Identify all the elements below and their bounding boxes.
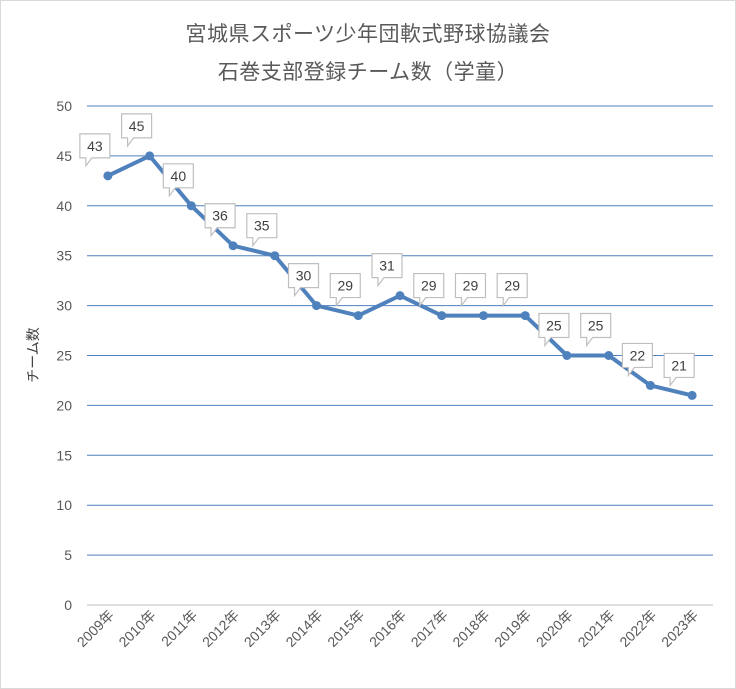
data-label: 29 bbox=[421, 278, 437, 294]
data-point bbox=[437, 311, 447, 321]
y-tick-label: 40 bbox=[56, 198, 72, 214]
x-tick-label: 2014年 bbox=[282, 607, 325, 650]
x-tick-label: 2013年 bbox=[241, 607, 284, 650]
data-label-callout bbox=[454, 272, 487, 308]
x-tick-label: 2019年 bbox=[491, 607, 534, 650]
data-point bbox=[353, 311, 363, 321]
data-label: 29 bbox=[504, 278, 520, 294]
data-label-callout bbox=[538, 312, 570, 348]
data-labels: 43 45 40 36 35 30 29 31 29 29 29 25 25 22 21 bbox=[79, 113, 695, 388]
y-tick-label: 50 bbox=[56, 98, 72, 114]
data-point bbox=[186, 201, 196, 211]
data-point bbox=[228, 241, 238, 251]
x-tick-label: 2011年 bbox=[158, 607, 201, 650]
y-tick-label: 10 bbox=[56, 497, 72, 513]
y-axis-ticks: 0 5 10 15 20 25 30 35 40 45 50 bbox=[56, 98, 72, 613]
x-tick-label: 2022年 bbox=[616, 607, 659, 650]
data-label-callout bbox=[287, 263, 320, 298]
y-tick-label: 45 bbox=[56, 148, 72, 164]
x-tick-label: 2009年 bbox=[74, 607, 117, 650]
data-label-callout bbox=[413, 272, 445, 308]
data-label-callout bbox=[621, 342, 653, 378]
data-point bbox=[645, 380, 655, 390]
data-label: 45 bbox=[129, 118, 145, 134]
data-label: 43 bbox=[87, 138, 103, 154]
data-label: 21 bbox=[671, 357, 687, 373]
y-tick-label: 25 bbox=[56, 348, 72, 364]
data-label-callout bbox=[329, 272, 361, 308]
x-tick-label: 2018年 bbox=[449, 607, 492, 650]
chart-subtitle: 石巻支部登録チーム数（学童） bbox=[217, 60, 519, 84]
data-label-callout bbox=[371, 253, 403, 288]
data-point bbox=[687, 390, 697, 400]
x-tick-label: 2012年 bbox=[199, 607, 242, 650]
x-tick-label: 2020年 bbox=[533, 607, 576, 650]
data-label-callout bbox=[162, 163, 194, 198]
y-tick-label: 20 bbox=[56, 397, 72, 413]
data-label: 40 bbox=[171, 168, 187, 184]
data-label: 22 bbox=[630, 347, 646, 363]
y-tick-label: 30 bbox=[56, 298, 72, 314]
data-point bbox=[270, 251, 280, 261]
data-point bbox=[604, 351, 614, 360]
x-tick-label: 2016年 bbox=[366, 607, 409, 650]
data-label: 25 bbox=[588, 318, 604, 334]
y-axis-label: チーム数 bbox=[26, 327, 42, 383]
data-label: 36 bbox=[212, 208, 228, 224]
y-tick-label: 0 bbox=[64, 597, 72, 613]
data-point bbox=[478, 311, 488, 321]
data-label-callout bbox=[121, 113, 153, 148]
x-tick-label: 2010年 bbox=[115, 607, 158, 650]
data-label: 25 bbox=[546, 318, 562, 334]
y-tick-label: 5 bbox=[64, 547, 72, 563]
data-label: 29 bbox=[337, 278, 353, 294]
data-point bbox=[145, 151, 155, 161]
data-label-callout bbox=[663, 352, 695, 388]
data-label-callout bbox=[204, 203, 236, 238]
data-label-callout bbox=[246, 213, 278, 248]
y-tick-label: 35 bbox=[56, 248, 72, 264]
data-point bbox=[395, 291, 405, 301]
data-label: 31 bbox=[379, 258, 395, 274]
data-point bbox=[562, 351, 572, 360]
x-tick-label: 2015年 bbox=[324, 607, 367, 650]
y-tick-label: 15 bbox=[56, 447, 72, 463]
data-point bbox=[312, 301, 322, 311]
x-tick-label: 2023年 bbox=[658, 607, 701, 650]
data-label: 35 bbox=[254, 218, 270, 234]
x-tick-label: 2021年 bbox=[575, 607, 618, 650]
data-label: 30 bbox=[296, 268, 312, 284]
x-tick-label: 2017年 bbox=[408, 607, 451, 650]
data-label-callout bbox=[496, 272, 528, 308]
data-label-callout bbox=[79, 133, 111, 168]
data-label-callout bbox=[580, 312, 612, 348]
data-point bbox=[520, 311, 530, 321]
data-point bbox=[103, 171, 113, 181]
chart-title: 宮城県スポーツ少年団軟式野球協議会 bbox=[185, 22, 551, 46]
data-label: 29 bbox=[463, 278, 479, 294]
